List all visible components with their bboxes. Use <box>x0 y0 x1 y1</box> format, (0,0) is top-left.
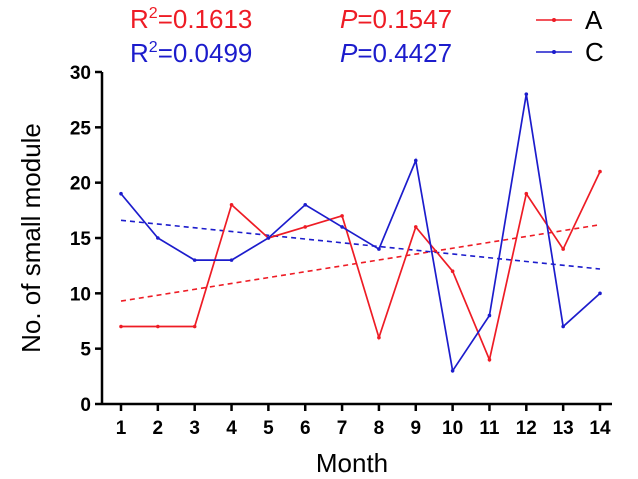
data-point-c <box>450 369 455 373</box>
trend-lines <box>120 219 601 302</box>
data-point-a <box>119 324 123 329</box>
x-tick-label: 14 <box>589 418 611 439</box>
legend-marker-c <box>552 50 556 54</box>
x-tick-label: 7 <box>337 418 348 439</box>
x-tick-label: 5 <box>263 418 274 439</box>
data-point-c <box>192 258 197 262</box>
y-ticks: 0 5 10 15 20 25 30 <box>70 63 102 416</box>
data-point-c <box>487 313 492 318</box>
data-point-c <box>413 158 418 163</box>
x-tick-label: 2 <box>153 418 164 439</box>
x-tick-label: 3 <box>189 418 200 439</box>
trend-line-c <box>120 219 601 270</box>
data-point-c <box>561 324 565 329</box>
series-line-a <box>121 171 601 363</box>
data-point-a <box>156 324 160 329</box>
data-point-c <box>156 236 160 240</box>
legend-marker-a <box>552 18 556 22</box>
x-tick-label: 12 <box>516 418 537 439</box>
stats-a-p: P=0.1547 <box>340 4 452 34</box>
legend: A C <box>536 5 604 67</box>
y-tick-label: 10 <box>70 284 91 305</box>
data-point-c <box>229 258 234 262</box>
data-point-c <box>119 191 123 196</box>
data-point-c <box>266 236 271 240</box>
data-point-c <box>340 225 344 229</box>
data-point-a <box>450 269 455 274</box>
x-tick-label: 4 <box>226 418 237 439</box>
data-point-a <box>487 357 492 362</box>
data-point-c <box>303 203 308 207</box>
x-tick-label: 8 <box>374 418 385 439</box>
data-point-a <box>340 214 344 218</box>
data-point-a <box>598 169 602 174</box>
y-axis-title: No. of small module <box>16 123 46 353</box>
legend-label-a: A <box>585 5 603 35</box>
y-tick-label: 5 <box>80 340 91 361</box>
series-line-c <box>120 93 601 374</box>
x-tick-label: 10 <box>442 418 463 439</box>
x-tick-label: 1 <box>116 418 127 439</box>
stats-a-r2: R2=0.1613 <box>130 4 252 34</box>
x-axis-title: Month <box>316 448 388 478</box>
data-point-c <box>598 291 602 296</box>
x-tick-label: 9 <box>410 418 421 439</box>
y-tick-label: 0 <box>80 395 91 416</box>
data-point-a <box>303 225 308 229</box>
data-point-a <box>561 247 565 251</box>
data-point-c <box>377 247 381 251</box>
data-point-a <box>524 191 529 196</box>
y-tick-label: 30 <box>70 63 91 84</box>
legend-label-c: C <box>585 37 604 67</box>
data-point-a <box>192 324 197 329</box>
x-tick-label: 11 <box>479 418 500 439</box>
trend-line-a <box>120 223 601 302</box>
y-tick-label: 20 <box>70 174 91 195</box>
y-tick-label: 15 <box>70 229 92 250</box>
series-markers <box>119 92 602 373</box>
x-tick-label: 13 <box>553 418 574 439</box>
series-lines <box>120 93 601 374</box>
x-ticks: 1 2 3 4 5 6 7 8 9 10 11 12 13 14 <box>116 404 611 439</box>
stats-c-p: P=0.4427 <box>340 38 452 68</box>
y-tick-label: 25 <box>70 118 92 139</box>
x-tick-label: 6 <box>300 418 311 439</box>
data-point-c <box>524 92 529 96</box>
data-point-a <box>413 225 418 229</box>
data-point-a <box>377 335 381 340</box>
data-point-a <box>229 203 234 207</box>
stats-c-r2: R2=0.0499 <box>130 38 252 68</box>
